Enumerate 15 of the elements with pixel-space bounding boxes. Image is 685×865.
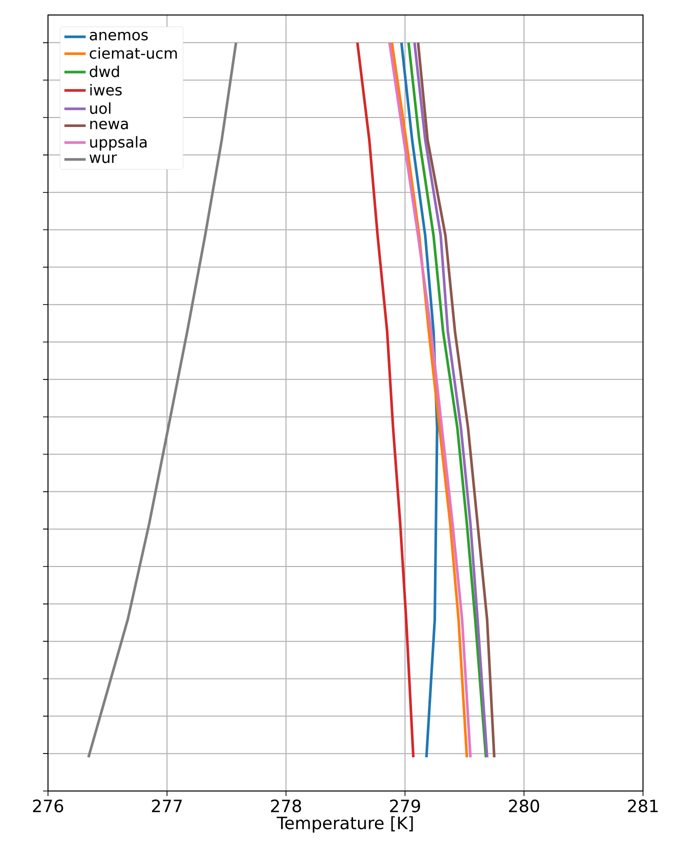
x-tick-label: 281 <box>628 800 658 812</box>
legend-label: dwd <box>90 66 119 78</box>
legend-label: iwes <box>90 84 122 96</box>
legend-label: uppsala <box>90 136 147 151</box>
legend-label: wur <box>90 154 117 164</box>
legend-label: newa <box>90 120 128 130</box>
x-tick-label: 277 <box>152 800 182 812</box>
legend-label: ciemat-ucm <box>90 47 177 59</box>
x-tick-label: 276 <box>33 800 64 812</box>
legend-label: uol <box>90 102 110 114</box>
x-tick-label: 279 <box>390 800 420 812</box>
x-tick-label: 280 <box>509 800 540 812</box>
x-tick-label: 278 <box>271 800 302 812</box>
legend-label: anemos <box>90 32 148 40</box>
x-axis-title: Temperature [K] <box>276 816 413 833</box>
